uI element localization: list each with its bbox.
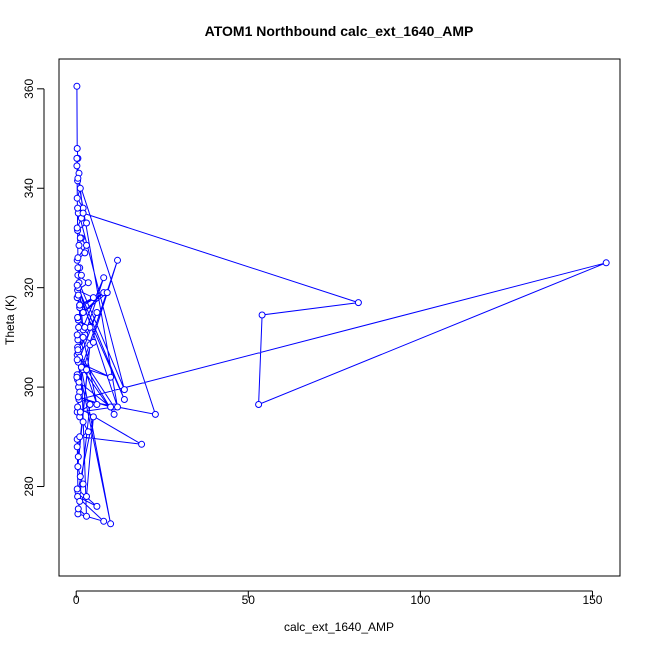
- x-tick-label: 100: [410, 593, 430, 607]
- data-point: [100, 274, 108, 282]
- data-point: [74, 264, 82, 272]
- data-point: [73, 281, 81, 289]
- y-tick-label: 340: [22, 178, 36, 198]
- data-point: [73, 194, 81, 202]
- data-point: [151, 410, 159, 418]
- data-point: [89, 338, 97, 346]
- data-point: [74, 254, 82, 262]
- data-point: [100, 517, 108, 525]
- data-point: [107, 373, 115, 381]
- data-point: [74, 314, 82, 321]
- x-axis-label: calc_ext_1640_AMP: [284, 620, 394, 634]
- data-point: [107, 403, 115, 411]
- data-point: [107, 520, 115, 528]
- data-point: [73, 443, 81, 451]
- data-point: [258, 311, 266, 319]
- data-point: [114, 403, 121, 411]
- data-point: [75, 241, 83, 249]
- data-point: [83, 219, 90, 227]
- data-point: [74, 505, 82, 513]
- data-point: [79, 209, 87, 217]
- data-point: [93, 401, 101, 408]
- data-point: [354, 299, 362, 307]
- data-point: [75, 323, 83, 331]
- data-point: [73, 162, 81, 170]
- data-point: [86, 401, 94, 408]
- data-point: [74, 403, 82, 411]
- data-point: [73, 356, 81, 364]
- y-tick-label: 320: [22, 277, 36, 297]
- data-point: [74, 174, 82, 182]
- data-point: [73, 373, 81, 381]
- data-point: [81, 249, 89, 257]
- data-point: [120, 386, 128, 394]
- data-point: [103, 289, 111, 297]
- data-point: [602, 259, 610, 267]
- data-point: [84, 428, 92, 436]
- data-point: [73, 224, 81, 232]
- data-point: [93, 502, 101, 510]
- data-point: [73, 331, 81, 339]
- data-point: [74, 393, 82, 401]
- data-point: [73, 145, 81, 152]
- data-point: [255, 401, 263, 408]
- data-point: [74, 204, 82, 212]
- data-point: [79, 309, 87, 316]
- data-point: [74, 453, 82, 461]
- data-point: [83, 493, 90, 500]
- data-point: [84, 279, 92, 287]
- data-point: [74, 291, 82, 299]
- data-point: [89, 413, 97, 421]
- data-point: [138, 440, 146, 448]
- data-point: [83, 241, 90, 249]
- x-tick-label: 150: [582, 593, 602, 607]
- data-point: [73, 154, 81, 162]
- y-tick-label: 280: [22, 476, 36, 496]
- data-point: [83, 512, 90, 520]
- data-series: [73, 82, 610, 528]
- data-point: [77, 271, 85, 279]
- data-point: [73, 485, 81, 493]
- data-point: [74, 463, 82, 471]
- data-point: [79, 418, 87, 426]
- plot-frame: [58, 58, 621, 577]
- data-point: [93, 309, 101, 316]
- data-point: [76, 433, 84, 441]
- data-point: [73, 82, 81, 90]
- axes: 0 50 100 150 280 300 320 340 360: [22, 78, 603, 607]
- data-point: [74, 346, 82, 354]
- data-point: [76, 234, 84, 242]
- data-point: [76, 497, 84, 505]
- data-point: [120, 396, 128, 403]
- x-tick-label: 0: [73, 593, 80, 607]
- data-point: [76, 473, 84, 481]
- y-tick-label: 360: [22, 78, 36, 98]
- y-axis-label: Theta (K): [3, 295, 17, 345]
- chart-title: ATOM1 Northbound calc_ext_1640_AMP: [205, 23, 474, 39]
- data-point: [83, 366, 90, 374]
- data-point: [81, 323, 89, 331]
- data-point: [110, 410, 118, 418]
- data-point: [89, 294, 97, 302]
- y-tick-label: 300: [22, 377, 36, 397]
- data-point: [79, 333, 87, 341]
- x-tick-label: 50: [242, 593, 256, 607]
- data-point: [76, 184, 84, 192]
- data-point: [76, 301, 84, 309]
- data-point: [79, 480, 87, 488]
- data-point: [114, 256, 121, 264]
